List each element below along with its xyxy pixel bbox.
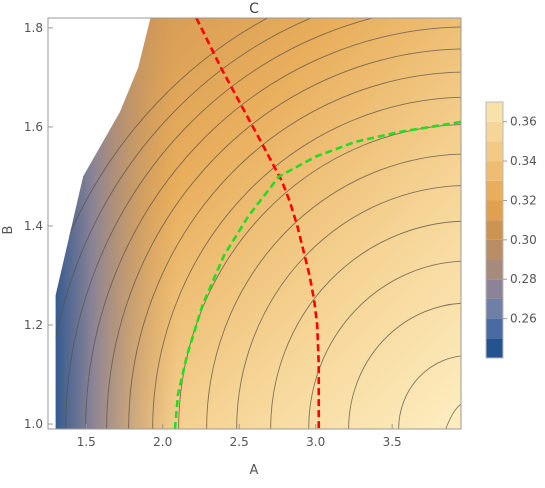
dashed-curve — [173, 120, 461, 429]
colorbar-swatch — [486, 239, 503, 260]
y-axis-ticks: 1.0 1.2 1.4 1.6 1.8 — [24, 21, 53, 431]
colorbar-swatch — [486, 161, 503, 181]
contour-line — [55, 18, 461, 429]
contour-lines — [55, 18, 461, 429]
contour-line — [236, 184, 461, 429]
contour-line — [206, 153, 461, 429]
colorbar-swatch — [486, 259, 503, 280]
y-tick-label: 1.6 — [24, 120, 43, 134]
plot-frame — [47, 17, 462, 430]
colorbar-label: 0.30 — [510, 233, 537, 247]
x-axis-ticks: 1.5 2.0 2.5 3.0 3.5 — [77, 424, 402, 449]
contour-line — [445, 403, 461, 429]
contour-line — [55, 18, 461, 429]
colorbar-frame — [485, 101, 504, 359]
chart-title: C — [249, 1, 259, 17]
colorbar-label: 0.36 — [510, 115, 537, 129]
colorbar-legend: 0.26 0.28 0.30 0.32 0.34 0.36 — [485, 101, 537, 359]
colorbar-swatch — [486, 220, 503, 240]
colorbar-label: 0.32 — [510, 193, 537, 207]
contour-field — [55, 18, 461, 429]
colorbar-label: 0.28 — [510, 272, 537, 286]
x-tick-label: 3.0 — [306, 435, 325, 449]
x-tick-label: 3.5 — [383, 435, 402, 449]
contour-line — [106, 48, 461, 429]
colorbar-label: 0.34 — [510, 154, 537, 168]
contour-line — [398, 355, 461, 429]
x-tick-label: 1.5 — [77, 435, 96, 449]
dashed-curves — [173, 18, 461, 429]
colorbar-label: 0.26 — [510, 312, 537, 326]
contour-line — [65, 18, 461, 429]
y-axis-title: B — [1, 226, 16, 235]
contour-line — [85, 26, 461, 429]
colorbar-swatch — [486, 318, 503, 339]
contour-line — [348, 302, 461, 429]
colorbar-swatch — [486, 180, 503, 201]
colorbar-swatch — [486, 279, 503, 299]
colorbar-swatch — [486, 141, 503, 162]
colorbar-swatch — [486, 200, 503, 221]
colorbar-swatch — [486, 338, 503, 358]
x-tick-label: 2.0 — [153, 435, 172, 449]
contour-line — [152, 96, 461, 429]
y-tick-label: 1.8 — [24, 21, 43, 35]
y-tick-label: 1.0 — [24, 417, 43, 431]
x-tick-label: 2.5 — [230, 435, 249, 449]
colorbar-swatch — [486, 298, 503, 319]
contour-line — [308, 260, 461, 429]
x-axis-title: A — [250, 463, 259, 478]
y-tick-label: 1.2 — [24, 318, 43, 332]
colorbar-swatch — [486, 102, 503, 122]
colorbar-swatch — [486, 121, 503, 142]
y-tick-label: 1.4 — [24, 219, 43, 233]
contour-line — [270, 220, 461, 429]
dashed-curve — [195, 18, 321, 429]
contour-line — [128, 71, 461, 429]
